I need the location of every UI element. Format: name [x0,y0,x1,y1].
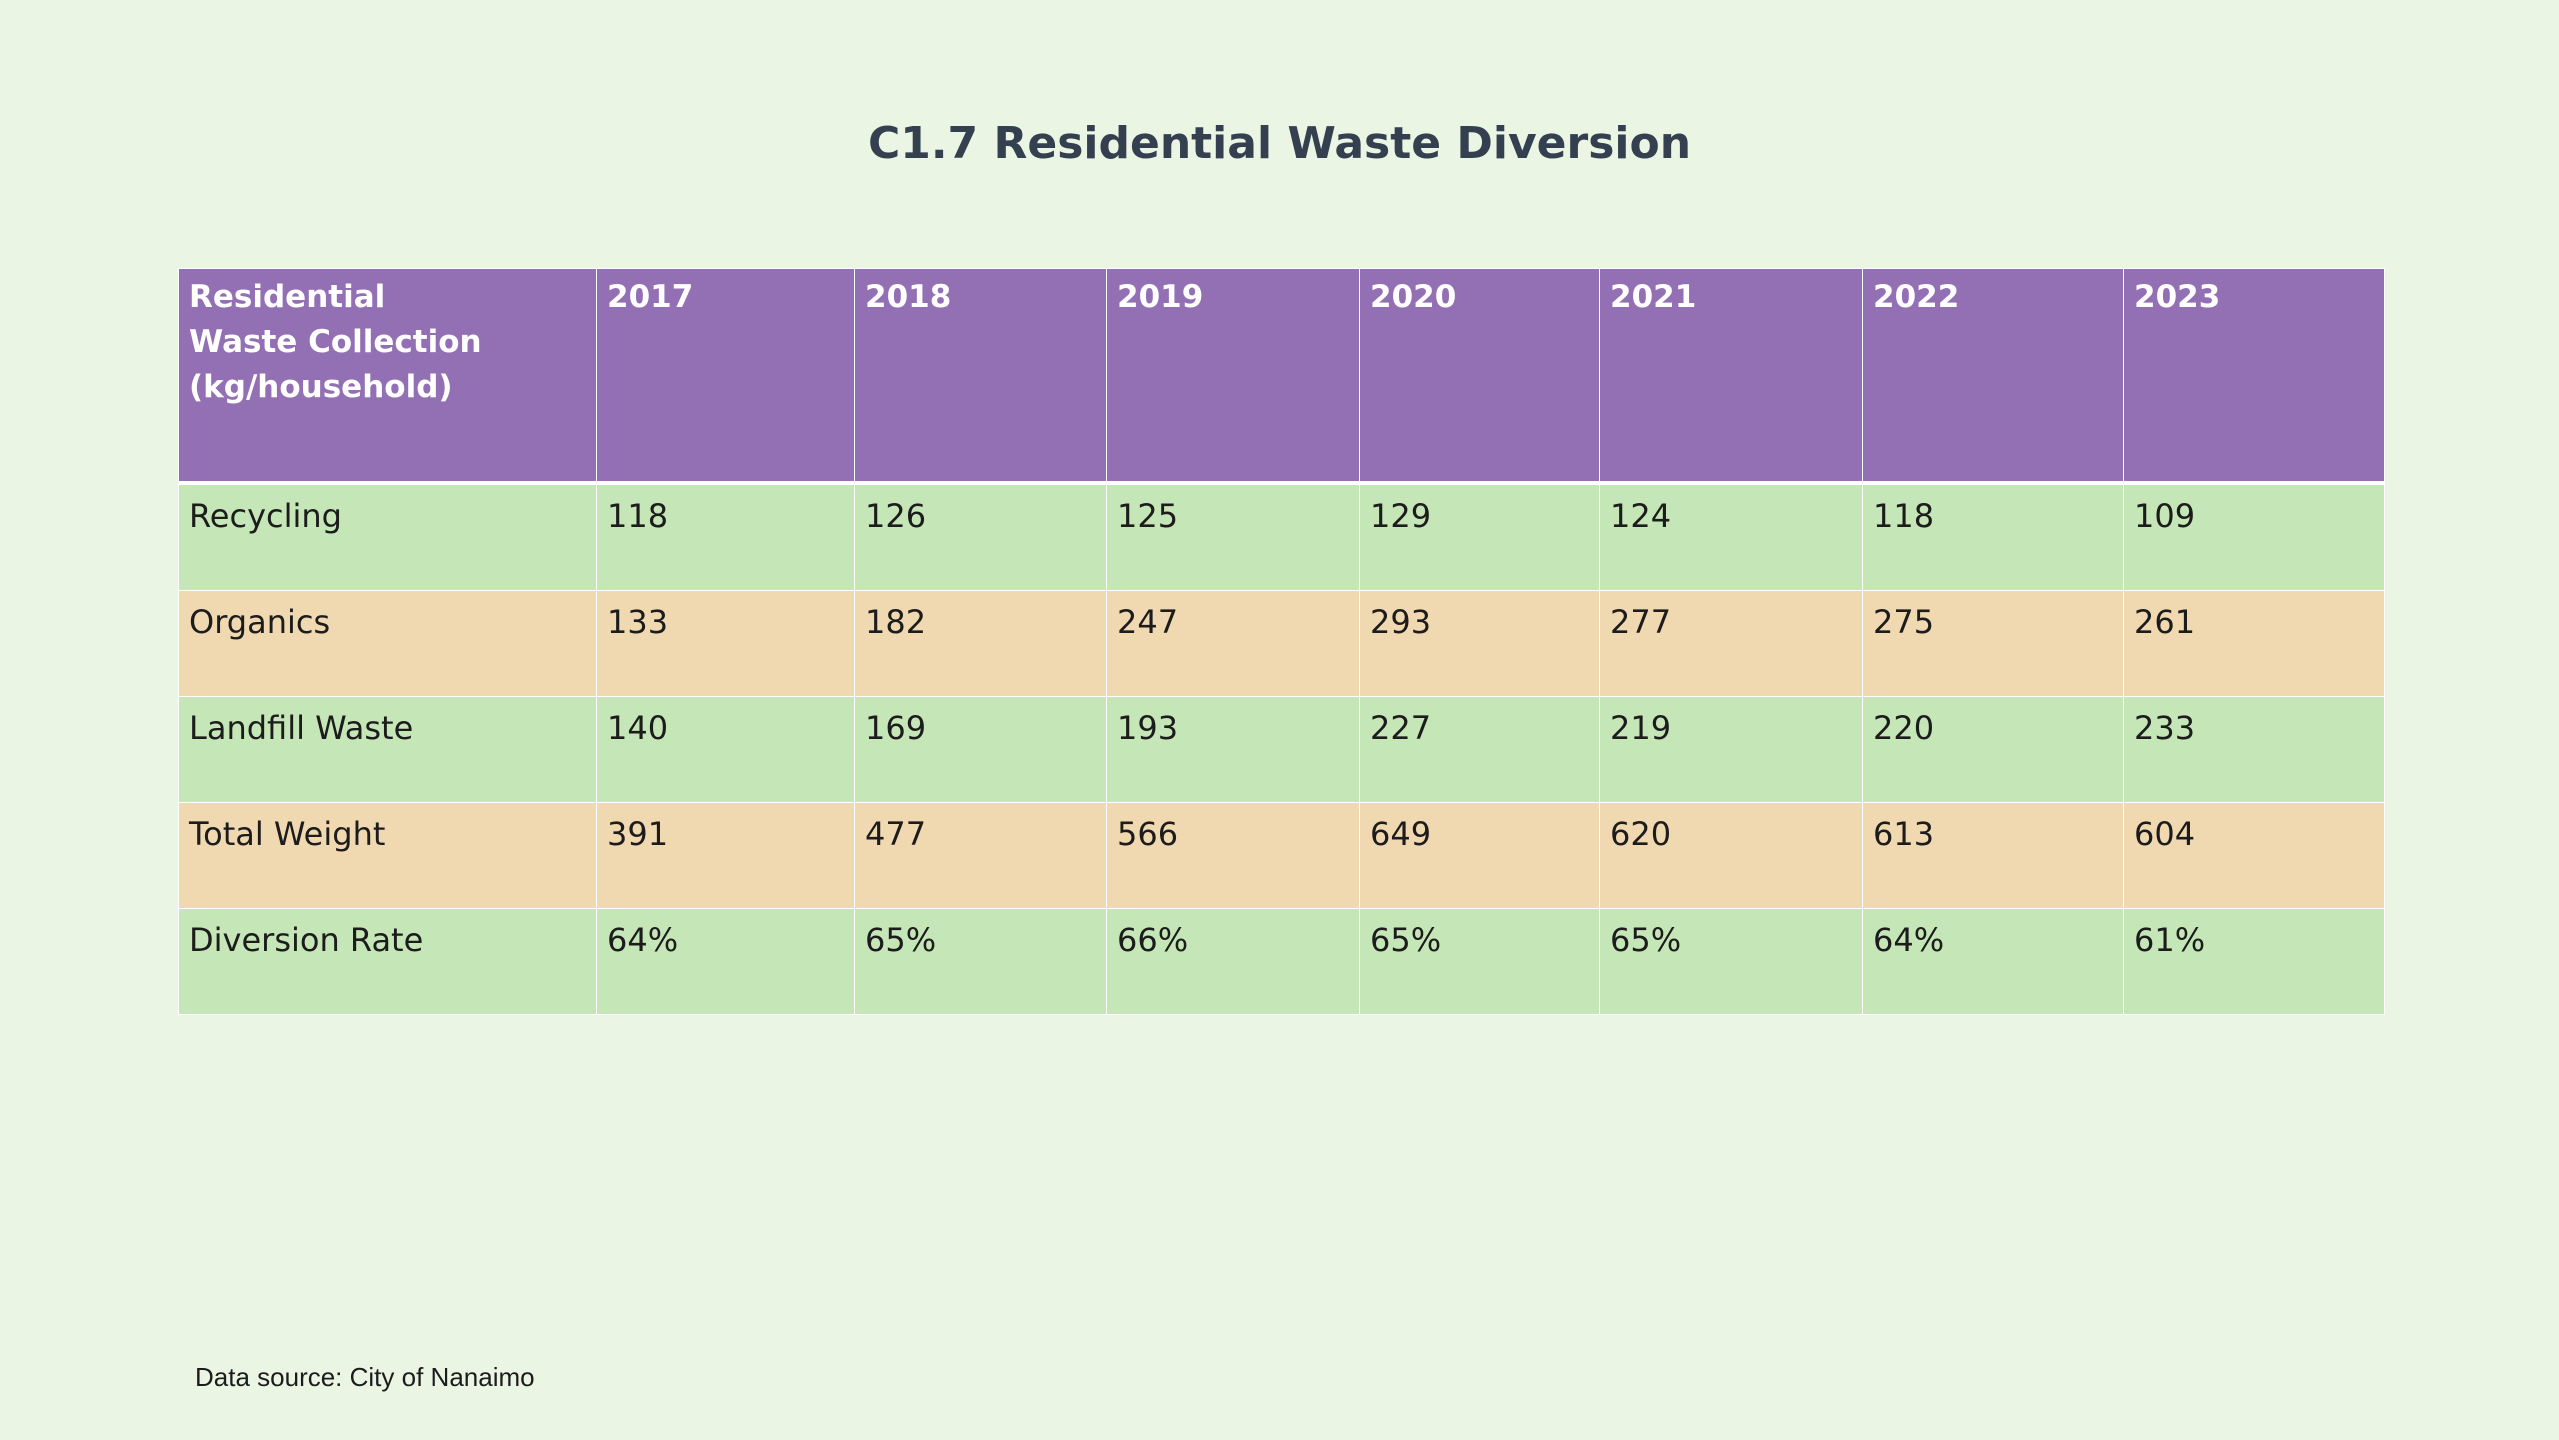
table-row-recycling: Recycling 118 126 125 129 124 118 109 [178,482,2385,591]
table-cell: 133 [596,590,855,697]
table-cell: 391 [596,802,855,909]
row-label: Landfill Waste [178,696,597,803]
header-year-cell: 2018 [854,268,1107,484]
table-cell: 129 [1359,482,1600,591]
table-cell: 124 [1599,482,1863,591]
table-cell: 66% [1106,908,1360,1015]
table-cell: 182 [854,590,1107,697]
data-source-note: Data source: City of Nanaimo [195,1362,535,1392]
table-row-organics: Organics 133 182 247 293 277 275 261 [178,590,2385,697]
table-cell: 65% [1599,908,1863,1015]
row-label: Recycling [178,482,597,591]
table-cell: 64% [596,908,855,1015]
table-cell: 220 [1862,696,2124,803]
header-year-cell: 2023 [2123,268,2385,484]
table-cell: 261 [2123,590,2385,697]
header-year-cell: 2017 [596,268,855,484]
header-year-cell: 2022 [1862,268,2124,484]
table-cell: 277 [1599,590,1863,697]
table-cell: 293 [1359,590,1600,697]
row-label: Organics [178,590,597,697]
header-year-cell: 2019 [1106,268,1360,484]
header-year-cell: 2021 [1599,268,1863,484]
table-row-diversion-rate: Diversion Rate 64% 65% 66% 65% 65% 64% 6… [178,908,2385,1015]
table-cell: 247 [1106,590,1360,697]
table-cell: 604 [2123,802,2385,909]
table-cell: 477 [854,802,1107,909]
table-cell: 227 [1359,696,1600,803]
table-cell: 219 [1599,696,1863,803]
header-year-cell: 2020 [1359,268,1600,484]
row-label: Total Weight [178,802,597,909]
waste-diversion-table: Residential Waste Collection (kg/househo… [178,268,2385,1015]
table-cell: 613 [1862,802,2124,909]
table-header-row: Residential Waste Collection (kg/househo… [178,268,2385,484]
table-cell: 65% [1359,908,1600,1015]
table-cell: 118 [1862,482,2124,591]
table-row-landfill-waste: Landfill Waste 140 169 193 227 219 220 2… [178,696,2385,803]
row-label: Diversion Rate [178,908,597,1015]
table-cell: 193 [1106,696,1360,803]
table-cell: 65% [854,908,1107,1015]
header-label-cell: Residential Waste Collection (kg/househo… [178,268,597,484]
table-cell: 61% [2123,908,2385,1015]
table-cell: 109 [2123,482,2385,591]
table-row-total-weight: Total Weight 391 477 566 649 620 613 604 [178,802,2385,909]
page-title: C1.7 Residential Waste Diversion [867,118,1692,169]
table-cell: 125 [1106,482,1360,591]
header-label: Residential Waste Collection (kg/househo… [189,279,482,405]
table-cell: 126 [854,482,1107,591]
table-cell: 275 [1862,590,2124,697]
table-cell: 169 [854,696,1107,803]
table-cell: 118 [596,482,855,591]
table-cell: 233 [2123,696,2385,803]
table-cell: 566 [1106,802,1360,909]
table-cell: 620 [1599,802,1863,909]
table-cell: 649 [1359,802,1600,909]
table-cell: 140 [596,696,855,803]
table-cell: 64% [1862,908,2124,1015]
